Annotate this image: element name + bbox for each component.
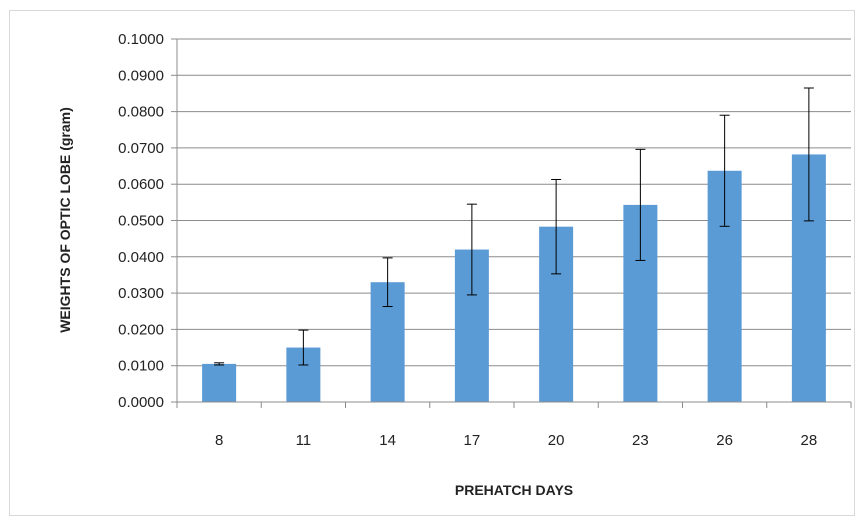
y-tick-label: 0.0800	[118, 104, 164, 121]
axes	[176, 39, 852, 408]
x-axis-title: PREHATCH DAYS	[455, 482, 573, 498]
y-tick-label: 0.0200	[118, 321, 164, 338]
y-tick-label: 0.0900	[118, 67, 164, 84]
x-tick-label: 17	[464, 432, 481, 449]
x-tick-label: 8	[215, 432, 223, 449]
y-tick-label: 0.0400	[118, 249, 164, 266]
x-tick-labels: 8 11 14 17 20 23 26 28	[215, 432, 817, 449]
x-tick-label: 26	[716, 432, 733, 449]
y-tick-label: 0.0500	[118, 213, 164, 230]
y-tick-label: 0.0000	[118, 394, 164, 411]
x-tick-label: 20	[548, 432, 565, 449]
bar	[202, 363, 237, 402]
x-tick-label: 14	[379, 432, 396, 449]
y-tick-label: 0.0300	[118, 285, 164, 302]
gridlines	[171, 38, 851, 403]
y-tick-label: 0.1000	[118, 31, 164, 48]
x-tick-label: 28	[801, 432, 818, 449]
y-tick-label: 0.0100	[118, 358, 164, 375]
y-axis-title: WEIGHTS OF OPTIC LOBE (gram)	[57, 107, 73, 333]
x-tick-label: 11	[296, 432, 312, 449]
x-tick-label: 23	[632, 432, 649, 449]
error-bars	[214, 87, 814, 366]
bars	[202, 154, 826, 402]
y-tick-label: 0.0700	[118, 140, 164, 157]
y-tick-labels: 0.0000 0.0100 0.0200 0.0300 0.0400 0.0500 0.06…	[118, 31, 164, 411]
y-tick-label: 0.0600	[118, 176, 164, 193]
